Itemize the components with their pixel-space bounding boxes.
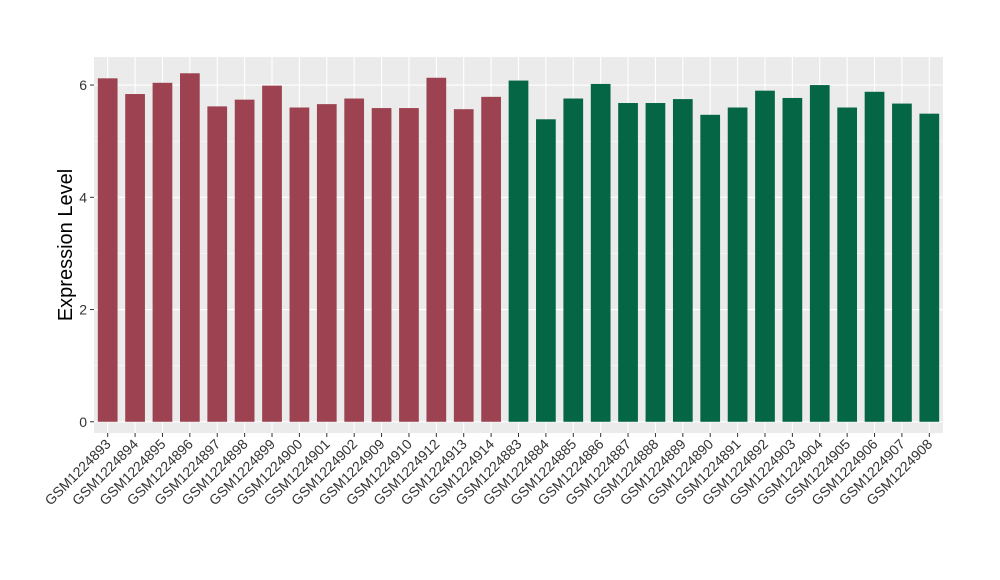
y-axis-title: Expression Level — [55, 169, 77, 321]
bar-GSM1224900 — [289, 107, 310, 422]
bar-GSM1224893 — [97, 78, 118, 422]
bar-GSM1224886 — [590, 83, 611, 422]
bar-GSM1224884 — [536, 119, 556, 422]
bar-GSM1224899 — [262, 85, 282, 422]
bar-GSM1224898 — [234, 99, 255, 422]
bar-GSM1224905 — [837, 107, 858, 422]
bar-GSM1224891 — [727, 107, 748, 422]
y-tick-label: 0 — [79, 414, 87, 430]
bar-GSM1224907 — [892, 103, 912, 422]
bar-GSM1224901 — [316, 104, 337, 422]
bar-GSM1224887 — [618, 103, 638, 422]
bar-GSM1224906 — [864, 91, 885, 422]
y-axis: 0 2 4 6 — [79, 77, 94, 430]
bar-GSM1224885 — [563, 98, 584, 422]
bar-GSM1224890 — [700, 114, 721, 422]
bar-GSM1224909 — [371, 108, 392, 422]
y-tick-label: 2 — [79, 302, 87, 318]
bar-GSM1224902 — [344, 98, 365, 422]
bar-GSM1224897 — [207, 106, 228, 422]
y-tick-label: 6 — [79, 77, 87, 93]
bar-GSM1224892 — [755, 90, 775, 422]
bar-GSM1224883 — [508, 80, 529, 422]
bar-GSM1224908 — [919, 113, 940, 422]
y-tick-label: 4 — [79, 189, 87, 205]
bar-GSM1224912 — [426, 77, 447, 422]
bar-GSM1224904 — [809, 85, 830, 422]
bar-GSM1224910 — [399, 108, 419, 422]
bar-GSM1224896 — [179, 73, 200, 422]
bars — [97, 73, 940, 422]
x-axis: GSM1224893GSM1224894GSM1224895GSM1224896… — [41, 433, 936, 508]
bar-GSM1224895 — [152, 82, 173, 422]
bar-GSM1224913 — [453, 109, 474, 422]
bar-GSM1224894 — [125, 94, 145, 422]
bar-GSM1224914 — [481, 96, 501, 422]
bar-GSM1224889 — [672, 99, 693, 422]
bar-GSM1224888 — [645, 103, 666, 422]
bar-GSM1224903 — [782, 97, 803, 422]
